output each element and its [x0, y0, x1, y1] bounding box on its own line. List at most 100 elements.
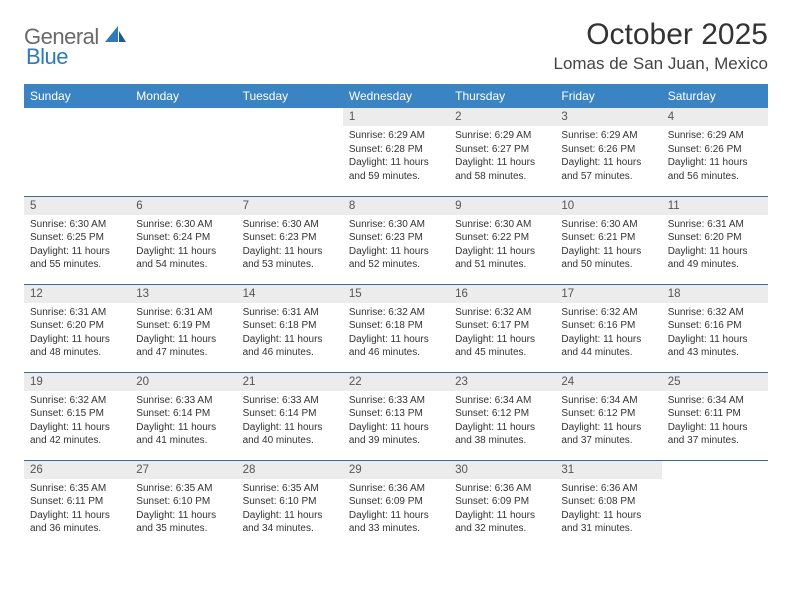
day-line: Daylight: 11 hours and 33 minutes. [349, 509, 443, 536]
day-cell: 6Sunrise: 6:30 AMSunset: 6:24 PMDaylight… [130, 196, 236, 284]
day-line: Daylight: 11 hours and 37 minutes. [561, 421, 655, 448]
day-line: Sunset: 6:26 PM [668, 143, 762, 157]
weekday-header: Saturday [662, 84, 768, 108]
day-line: Sunset: 6:16 PM [561, 319, 655, 333]
day-cell [237, 108, 343, 196]
week-row: 19Sunrise: 6:32 AMSunset: 6:15 PMDayligh… [24, 372, 768, 460]
day-line: Daylight: 11 hours and 34 minutes. [243, 509, 337, 536]
header: General October 2025 Lomas de San Juan, … [24, 18, 768, 74]
day-line: Sunrise: 6:34 AM [455, 394, 549, 408]
day-content: Sunrise: 6:34 AMSunset: 6:12 PMDaylight:… [555, 391, 661, 454]
day-number: 5 [24, 197, 130, 215]
day-line: Daylight: 11 hours and 57 minutes. [561, 156, 655, 183]
day-cell: 11Sunrise: 6:31 AMSunset: 6:20 PMDayligh… [662, 196, 768, 284]
month-title: October 2025 [553, 18, 768, 52]
day-line: Sunset: 6:21 PM [561, 231, 655, 245]
day-cell [130, 108, 236, 196]
day-line: Sunset: 6:11 PM [668, 407, 762, 421]
day-content: Sunrise: 6:36 AMSunset: 6:09 PMDaylight:… [449, 479, 555, 542]
day-line: Daylight: 11 hours and 42 minutes. [30, 421, 124, 448]
day-cell: 19Sunrise: 6:32 AMSunset: 6:15 PMDayligh… [24, 372, 130, 460]
day-number: 8 [343, 197, 449, 215]
day-number: 6 [130, 197, 236, 215]
day-line: Daylight: 11 hours and 38 minutes. [455, 421, 549, 448]
day-line: Daylight: 11 hours and 41 minutes. [136, 421, 230, 448]
day-number: 22 [343, 373, 449, 391]
day-number: 2 [449, 108, 555, 126]
day-content: Sunrise: 6:31 AMSunset: 6:18 PMDaylight:… [237, 303, 343, 366]
day-cell [662, 460, 768, 548]
day-number: 24 [555, 373, 661, 391]
day-line: Sunset: 6:08 PM [561, 495, 655, 509]
day-content: Sunrise: 6:34 AMSunset: 6:11 PMDaylight:… [662, 391, 768, 454]
day-content: Sunrise: 6:30 AMSunset: 6:23 PMDaylight:… [237, 215, 343, 278]
day-line: Daylight: 11 hours and 32 minutes. [455, 509, 549, 536]
day-line: Daylight: 11 hours and 56 minutes. [668, 156, 762, 183]
day-line: Daylight: 11 hours and 37 minutes. [668, 421, 762, 448]
day-line: Daylight: 11 hours and 48 minutes. [30, 333, 124, 360]
day-line: Sunrise: 6:29 AM [561, 129, 655, 143]
day-cell: 4Sunrise: 6:29 AMSunset: 6:26 PMDaylight… [662, 108, 768, 196]
day-line: Sunrise: 6:30 AM [455, 218, 549, 232]
day-content: Sunrise: 6:35 AMSunset: 6:10 PMDaylight:… [130, 479, 236, 542]
day-cell: 15Sunrise: 6:32 AMSunset: 6:18 PMDayligh… [343, 284, 449, 372]
day-line: Sunrise: 6:31 AM [668, 218, 762, 232]
day-cell: 22Sunrise: 6:33 AMSunset: 6:13 PMDayligh… [343, 372, 449, 460]
day-line: Sunset: 6:16 PM [668, 319, 762, 333]
day-line: Sunset: 6:18 PM [243, 319, 337, 333]
day-line: Daylight: 11 hours and 52 minutes. [349, 245, 443, 272]
day-content: Sunrise: 6:29 AMSunset: 6:27 PMDaylight:… [449, 126, 555, 189]
day-line: Sunrise: 6:33 AM [243, 394, 337, 408]
day-line: Sunrise: 6:35 AM [30, 482, 124, 496]
day-content: Sunrise: 6:31 AMSunset: 6:20 PMDaylight:… [662, 215, 768, 278]
day-number: 26 [24, 461, 130, 479]
day-cell: 20Sunrise: 6:33 AMSunset: 6:14 PMDayligh… [130, 372, 236, 460]
day-content: Sunrise: 6:35 AMSunset: 6:11 PMDaylight:… [24, 479, 130, 542]
day-number: 30 [449, 461, 555, 479]
day-line: Sunrise: 6:32 AM [668, 306, 762, 320]
day-line: Sunset: 6:23 PM [243, 231, 337, 245]
day-line: Sunset: 6:27 PM [455, 143, 549, 157]
day-line: Sunset: 6:20 PM [668, 231, 762, 245]
day-line: Sunset: 6:26 PM [561, 143, 655, 157]
day-cell: 13Sunrise: 6:31 AMSunset: 6:19 PMDayligh… [130, 284, 236, 372]
location: Lomas de San Juan, Mexico [553, 54, 768, 74]
day-line: Sunset: 6:09 PM [349, 495, 443, 509]
day-line: Sunrise: 6:36 AM [455, 482, 549, 496]
day-number: 1 [343, 108, 449, 126]
day-number: 23 [449, 373, 555, 391]
day-number: 15 [343, 285, 449, 303]
day-line: Sunrise: 6:29 AM [349, 129, 443, 143]
day-line: Sunrise: 6:33 AM [136, 394, 230, 408]
day-content: Sunrise: 6:30 AMSunset: 6:24 PMDaylight:… [130, 215, 236, 278]
day-number: 19 [24, 373, 130, 391]
day-line: Sunset: 6:15 PM [30, 407, 124, 421]
day-cell: 1Sunrise: 6:29 AMSunset: 6:28 PMDaylight… [343, 108, 449, 196]
day-content: Sunrise: 6:33 AMSunset: 6:13 PMDaylight:… [343, 391, 449, 454]
day-line: Sunset: 6:11 PM [30, 495, 124, 509]
weekday-header: Monday [130, 84, 236, 108]
day-line: Sunset: 6:10 PM [136, 495, 230, 509]
day-line: Sunset: 6:12 PM [561, 407, 655, 421]
day-cell: 26Sunrise: 6:35 AMSunset: 6:11 PMDayligh… [24, 460, 130, 548]
day-content: Sunrise: 6:29 AMSunset: 6:28 PMDaylight:… [343, 126, 449, 189]
weekday-header-row: Sunday Monday Tuesday Wednesday Thursday… [24, 84, 768, 108]
day-line: Sunset: 6:25 PM [30, 231, 124, 245]
day-number: 12 [24, 285, 130, 303]
weekday-header: Tuesday [237, 84, 343, 108]
week-row: 26Sunrise: 6:35 AMSunset: 6:11 PMDayligh… [24, 460, 768, 548]
day-number: 31 [555, 461, 661, 479]
day-cell: 24Sunrise: 6:34 AMSunset: 6:12 PMDayligh… [555, 372, 661, 460]
day-line: Daylight: 11 hours and 43 minutes. [668, 333, 762, 360]
day-line: Daylight: 11 hours and 46 minutes. [243, 333, 337, 360]
day-line: Sunrise: 6:33 AM [349, 394, 443, 408]
day-number [237, 108, 343, 114]
day-cell: 16Sunrise: 6:32 AMSunset: 6:17 PMDayligh… [449, 284, 555, 372]
day-line: Sunrise: 6:34 AM [561, 394, 655, 408]
day-line: Daylight: 11 hours and 36 minutes. [30, 509, 124, 536]
day-line: Daylight: 11 hours and 40 minutes. [243, 421, 337, 448]
day-line: Sunset: 6:20 PM [30, 319, 124, 333]
title-block: October 2025 Lomas de San Juan, Mexico [553, 18, 768, 74]
day-line: Sunrise: 6:36 AM [349, 482, 443, 496]
day-line: Sunset: 6:12 PM [455, 407, 549, 421]
